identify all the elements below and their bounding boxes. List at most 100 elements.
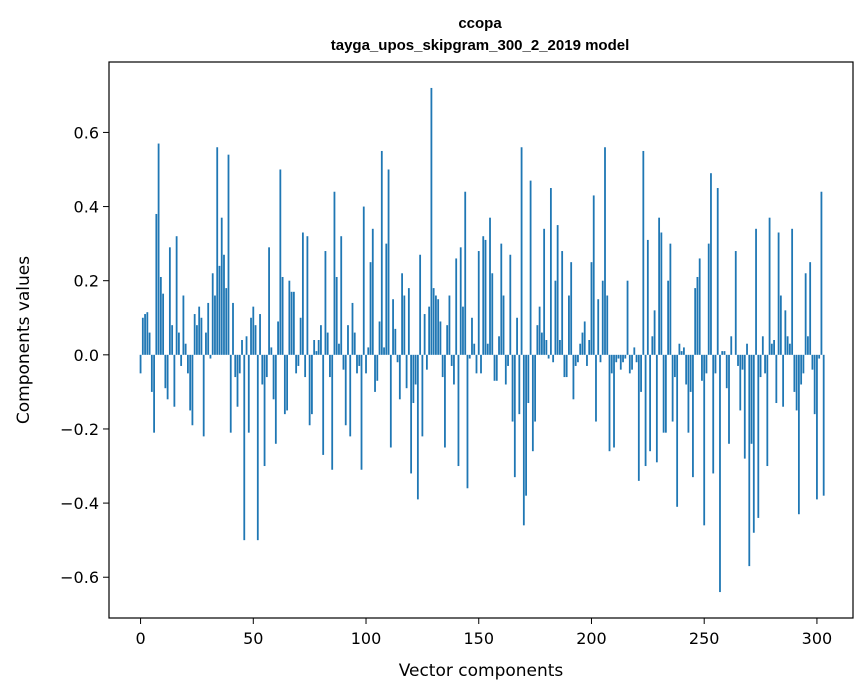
bar — [241, 340, 243, 355]
bar — [263, 354, 266, 467]
bar — [775, 354, 778, 404]
bar — [669, 243, 672, 355]
bar — [480, 354, 482, 374]
y-tick-label: −0.4 — [60, 494, 99, 513]
x-tick-label: 150 — [463, 629, 494, 648]
bar — [737, 354, 739, 366]
bar — [491, 273, 494, 355]
y-tick-label: 0.4 — [74, 198, 99, 217]
bar — [807, 336, 809, 355]
bar — [482, 236, 485, 355]
x-tick-label: 0 — [135, 629, 145, 648]
bar — [637, 354, 640, 481]
bar — [457, 354, 460, 467]
bar — [374, 354, 376, 392]
bar — [180, 354, 183, 366]
bar — [570, 262, 573, 355]
bar — [540, 332, 543, 355]
y-tick-label: −0.2 — [60, 420, 99, 439]
bar — [475, 354, 478, 374]
bar — [144, 314, 146, 355]
bar — [534, 354, 537, 422]
bar — [811, 354, 814, 370]
bar — [414, 354, 417, 385]
bar — [371, 228, 374, 355]
bar — [419, 254, 422, 355]
bar — [398, 354, 401, 400]
bar — [617, 354, 620, 359]
bar — [335, 276, 338, 355]
bar — [425, 354, 428, 370]
bar — [615, 354, 618, 363]
bar — [466, 354, 469, 489]
bar — [369, 262, 372, 355]
bar — [698, 258, 701, 355]
bar — [559, 340, 561, 355]
bar — [141, 317, 144, 355]
bar — [626, 280, 629, 355]
bar — [320, 325, 322, 355]
bar — [572, 354, 575, 400]
bar — [313, 340, 316, 355]
bar — [232, 302, 234, 355]
bar — [755, 228, 757, 355]
bar — [324, 251, 327, 355]
bar — [283, 354, 286, 415]
bar — [752, 354, 755, 533]
x-tick-label: 50 — [243, 629, 263, 648]
bar — [177, 332, 180, 355]
bar — [597, 299, 600, 355]
bar — [407, 288, 410, 355]
bar — [712, 354, 715, 474]
bar — [813, 354, 816, 415]
bar — [356, 354, 358, 374]
bar — [768, 217, 771, 355]
bar — [513, 354, 516, 478]
bar — [259, 314, 261, 355]
chart-title: ccopa — [458, 15, 502, 32]
bar — [416, 354, 419, 500]
bar — [252, 306, 255, 355]
bar — [277, 321, 279, 355]
bar — [290, 291, 293, 355]
bar — [773, 340, 775, 355]
bar — [139, 354, 142, 374]
bar — [261, 354, 264, 385]
bar — [473, 343, 476, 355]
x-tick-label: 250 — [689, 629, 720, 648]
bar — [696, 276, 699, 355]
bar — [453, 354, 455, 385]
bar — [502, 295, 505, 355]
bar — [279, 169, 282, 355]
bar — [658, 217, 661, 355]
bar — [432, 288, 435, 355]
bar — [633, 347, 636, 355]
bar — [662, 354, 665, 433]
bar — [525, 354, 527, 496]
bar — [308, 354, 311, 426]
bar — [728, 354, 730, 444]
bar — [265, 354, 268, 378]
bar — [331, 354, 334, 470]
bar — [730, 336, 733, 355]
bar — [207, 302, 210, 355]
bar — [678, 343, 681, 355]
bar — [477, 251, 480, 355]
bar — [299, 317, 302, 355]
bar — [500, 243, 503, 355]
bar — [193, 314, 196, 355]
bar — [171, 325, 174, 355]
bar — [146, 312, 149, 355]
bar — [784, 310, 787, 355]
bar — [412, 354, 415, 404]
bar — [511, 354, 514, 422]
bar — [223, 254, 225, 355]
bar — [685, 354, 688, 385]
bar — [353, 332, 356, 355]
bar — [635, 354, 638, 363]
bar — [568, 295, 570, 355]
bar — [741, 354, 744, 370]
bar — [818, 354, 821, 359]
bar — [759, 354, 762, 378]
bar — [610, 354, 613, 374]
